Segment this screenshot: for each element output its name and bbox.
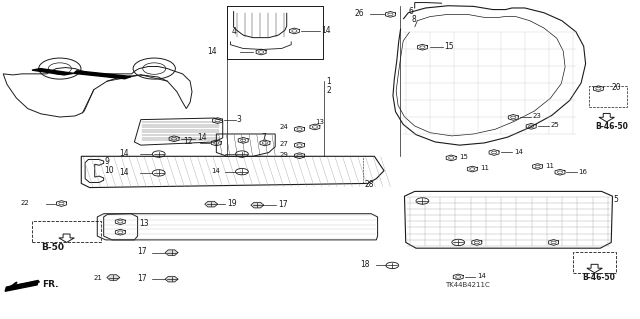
- Text: 7: 7: [261, 133, 266, 142]
- Text: 6: 6: [408, 7, 413, 16]
- Text: 17: 17: [137, 274, 147, 283]
- Bar: [573, 252, 616, 273]
- Text: 24: 24: [279, 124, 288, 130]
- Text: 18: 18: [360, 260, 370, 269]
- Text: 15: 15: [459, 154, 468, 160]
- Polygon shape: [165, 276, 178, 282]
- Text: 11: 11: [545, 163, 554, 169]
- Text: 25: 25: [550, 122, 559, 128]
- Polygon shape: [205, 201, 218, 207]
- Polygon shape: [74, 71, 131, 79]
- Text: 23: 23: [532, 114, 541, 119]
- Text: 27: 27: [279, 141, 288, 146]
- Text: 5: 5: [613, 195, 618, 204]
- Text: 19: 19: [227, 199, 237, 208]
- Text: TK44B4211C: TK44B4211C: [445, 282, 490, 287]
- Bar: [32, 221, 101, 242]
- Text: 14: 14: [514, 149, 523, 154]
- Text: 14: 14: [321, 26, 331, 35]
- Text: 9: 9: [104, 157, 109, 166]
- Polygon shape: [165, 250, 178, 256]
- Text: 14: 14: [477, 273, 486, 279]
- Polygon shape: [32, 69, 74, 75]
- Text: 14: 14: [119, 149, 129, 158]
- Text: 13: 13: [315, 119, 324, 125]
- Text: 12: 12: [183, 137, 193, 146]
- Text: 4: 4: [232, 27, 237, 36]
- Text: 14: 14: [119, 168, 129, 177]
- Text: 29: 29: [279, 152, 288, 158]
- Text: 21: 21: [93, 275, 102, 280]
- Text: 11: 11: [480, 166, 489, 171]
- Text: FR.: FR.: [42, 280, 59, 289]
- Text: B-50: B-50: [42, 243, 65, 252]
- Text: 26: 26: [355, 9, 364, 18]
- Polygon shape: [107, 275, 120, 280]
- Text: B-46-50: B-46-50: [595, 122, 628, 131]
- Polygon shape: [59, 234, 74, 242]
- Text: 28: 28: [365, 180, 374, 189]
- Text: 10: 10: [104, 166, 114, 175]
- Text: 14: 14: [207, 48, 216, 56]
- Text: 20: 20: [612, 83, 621, 92]
- Text: 1: 1: [326, 77, 331, 86]
- Text: 22: 22: [20, 200, 29, 205]
- Text: 2: 2: [326, 86, 331, 95]
- Text: 17: 17: [137, 247, 147, 256]
- Polygon shape: [599, 114, 614, 122]
- Polygon shape: [251, 202, 264, 208]
- Text: 14: 14: [211, 168, 220, 174]
- Text: B-46-50: B-46-50: [582, 273, 615, 282]
- Text: 13: 13: [139, 219, 148, 228]
- Text: 14: 14: [197, 133, 207, 142]
- Text: 3: 3: [237, 115, 242, 124]
- Polygon shape: [587, 264, 602, 273]
- Text: 15: 15: [444, 42, 454, 51]
- Text: 8: 8: [412, 15, 416, 24]
- Polygon shape: [5, 280, 38, 291]
- Text: 17: 17: [278, 200, 288, 209]
- Text: 16: 16: [579, 169, 588, 174]
- Bar: [589, 86, 627, 107]
